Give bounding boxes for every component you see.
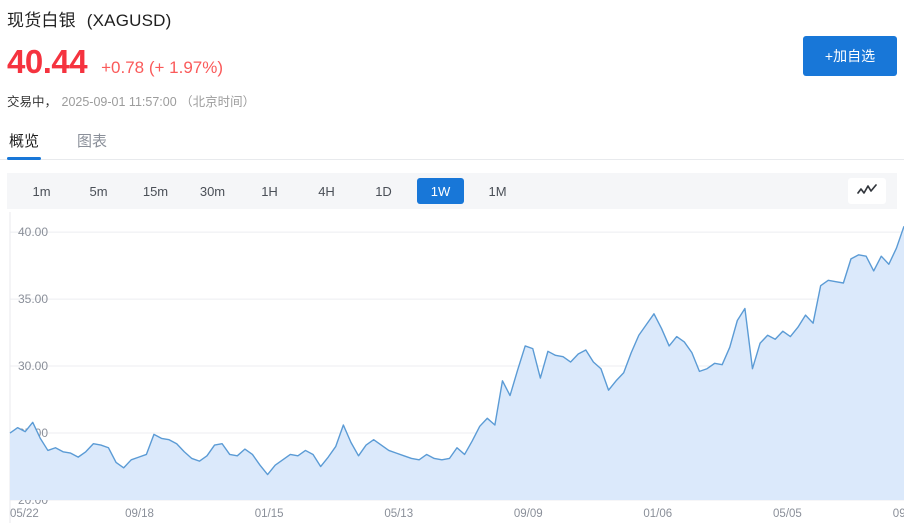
tab-chart[interactable]: 图表 <box>75 126 109 160</box>
price-chart[interactable]: 40.0035.0030.0025.0020.0005/2209/1801/15… <box>0 212 904 523</box>
timeframe-15m[interactable]: 15m <box>142 183 169 199</box>
price-block: 40.44 +0.78 (+ 1.97%) <box>7 45 223 78</box>
x-axis-tick-label: 01/15 <box>255 508 284 520</box>
x-axis-tick-label: 05/13 <box>384 508 413 520</box>
line-chart-icon[interactable] <box>848 178 886 204</box>
x-axis-tick-label: 09/18 <box>125 508 154 520</box>
market-status-line: 交易中， 2025-09-01 11:57:00 （北京时间） <box>7 91 255 110</box>
tab-chart-label: 图表 <box>77 133 108 150</box>
section-tabs: 概览 图表 <box>0 126 904 160</box>
page-title: 现货白银 (XAGUSD) <box>7 6 171 31</box>
instrument-name: 现货白银 <box>7 11 76 30</box>
y-axis-tick-label: 30.00 <box>18 359 48 373</box>
timeframe-1m[interactable]: 1m <box>32 183 51 199</box>
x-axis-tick-label: 01/06 <box>643 508 672 520</box>
chart-price-line <box>9 225 904 476</box>
x-axis-tick-label: 09/0 <box>893 508 904 520</box>
quote-timestamp: 2025-09-01 11:57:00 <box>61 95 177 109</box>
timeframe-1h[interactable]: 1H <box>261 183 278 199</box>
market-status: 交易中， <box>7 95 58 109</box>
price-change: +0.78 (+ 1.97%) <box>101 58 224 77</box>
timeframe-5m[interactable]: 5m <box>89 183 108 199</box>
instrument-symbol: (XAGUSD) <box>86 11 172 30</box>
timeframe-4h[interactable]: 4H <box>318 183 335 199</box>
timeframe-1M[interactable]: 1M <box>488 183 507 199</box>
y-axis-tick-label: 35.00 <box>18 292 48 306</box>
timeframe-30m[interactable]: 30m <box>199 183 226 199</box>
last-price: 40.44 <box>7 43 88 80</box>
y-axis-tick-label: 40.00 <box>18 225 48 239</box>
x-axis-tick-label: 05/22 <box>10 508 39 520</box>
timeframe-selector: 1m 5m 15m 30m 1H 4H 1D 1W 1M <box>7 173 897 209</box>
tab-overview[interactable]: 概览 <box>7 126 42 160</box>
price-chart-svg: 40.0035.0030.0025.0020.0005/2209/1801/15… <box>9 212 904 523</box>
x-axis-tick-label: 05/05 <box>773 508 802 520</box>
tab-overview-label: 概览 <box>9 133 40 150</box>
quote-timezone: （北京时间） <box>180 95 256 109</box>
add-to-watchlist-button[interactable]: +加自选 <box>803 36 897 76</box>
chart-area-fill <box>10 226 904 500</box>
timeframe-1w[interactable]: 1W <box>417 178 464 204</box>
timeframe-1d[interactable]: 1D <box>375 183 392 199</box>
x-axis-tick-label: 09/09 <box>514 508 543 520</box>
